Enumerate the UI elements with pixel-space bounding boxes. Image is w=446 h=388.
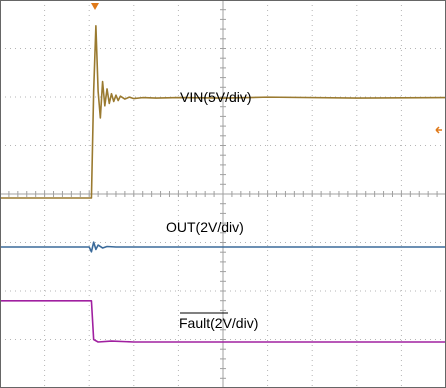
trace-vin xyxy=(0,25,446,199)
markers xyxy=(91,3,442,134)
channel-label-out: OUT(2V/div) xyxy=(166,219,244,235)
trigger-level-marker xyxy=(435,126,442,134)
trace-fault xyxy=(0,299,446,343)
traces xyxy=(0,25,446,343)
trace-out xyxy=(0,241,446,253)
channel-label-vin: VIN(5V/div) xyxy=(180,89,252,105)
channel-label-fault: Fault(2V/div) xyxy=(179,315,258,331)
trigger-position-marker xyxy=(91,3,99,10)
